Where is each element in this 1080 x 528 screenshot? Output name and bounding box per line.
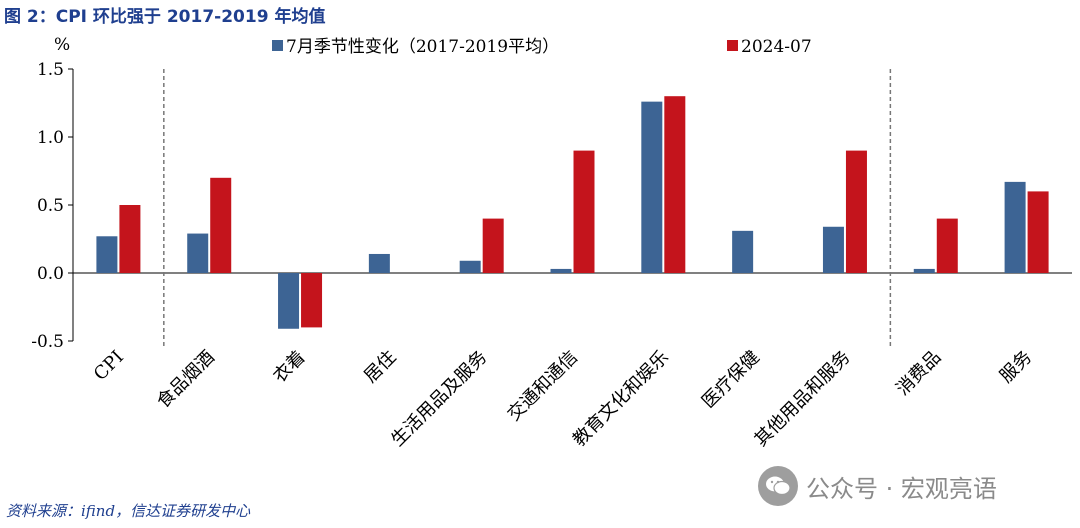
source-note: 资料来源：ifind，信达证券研发中心 <box>6 502 251 520</box>
category-label: 消费品 <box>892 347 945 400</box>
bar-seasonal <box>368 253 390 273</box>
bar-2024-07 <box>301 273 323 328</box>
y-tick-label: 1.5 <box>37 60 64 80</box>
bar-seasonal <box>187 233 209 273</box>
watermark-text: 公众号 · 宏观亮语 <box>806 474 997 503</box>
category-label: CPI <box>90 347 128 385</box>
category-label: 医疗保健 <box>698 347 764 413</box>
bar-seasonal <box>913 268 935 273</box>
bar-seasonal <box>641 101 663 273</box>
y-tick-label: 1.0 <box>37 128 64 148</box>
bar-seasonal <box>459 260 481 273</box>
legend-label: 2024-07 <box>741 37 812 57</box>
bar-2024-07 <box>119 205 141 273</box>
bar-seasonal <box>96 236 118 273</box>
y-tick-label: 0.0 <box>37 264 64 284</box>
category-label: 生活用品及服务 <box>387 347 491 451</box>
bar-seasonal <box>550 268 572 273</box>
bar-seasonal <box>1004 181 1026 273</box>
legend-swatch <box>272 40 283 51</box>
category-label: 其他用品和服务 <box>751 347 855 451</box>
legend-label: 7月季节性变化（2017-2019平均） <box>286 37 559 57</box>
watermark: 公众号 · 宏观亮语 <box>758 466 997 506</box>
y-tick-label: 0.5 <box>37 196 64 216</box>
category-label: 食品烟酒 <box>153 347 219 413</box>
bar-seasonal <box>822 226 844 273</box>
category-label: 衣着 <box>269 347 309 387</box>
bar-seasonal <box>732 230 754 273</box>
category-label: 交通和通信 <box>504 347 582 425</box>
bar-2024-07 <box>482 218 504 273</box>
category-label: 服务 <box>996 347 1036 387</box>
category-label: 教育文化和娱乐 <box>569 347 673 451</box>
bar-2024-07 <box>845 150 867 273</box>
bar-seasonal <box>278 273 300 329</box>
category-label: 居住 <box>360 347 400 387</box>
bar-2024-07 <box>210 177 232 273</box>
bar-2024-07 <box>936 218 958 273</box>
bar-2024-07 <box>573 150 595 273</box>
y-tick-label: -0.5 <box>31 332 64 352</box>
wechat-icon <box>758 466 798 506</box>
bar-2024-07 <box>664 96 686 273</box>
bar-2024-07 <box>1027 191 1049 273</box>
figure-title: 图 2：CPI 环比强于 2017-2019 年均值 <box>4 7 326 27</box>
legend-swatch <box>727 40 738 51</box>
y-unit-label: % <box>54 35 70 55</box>
